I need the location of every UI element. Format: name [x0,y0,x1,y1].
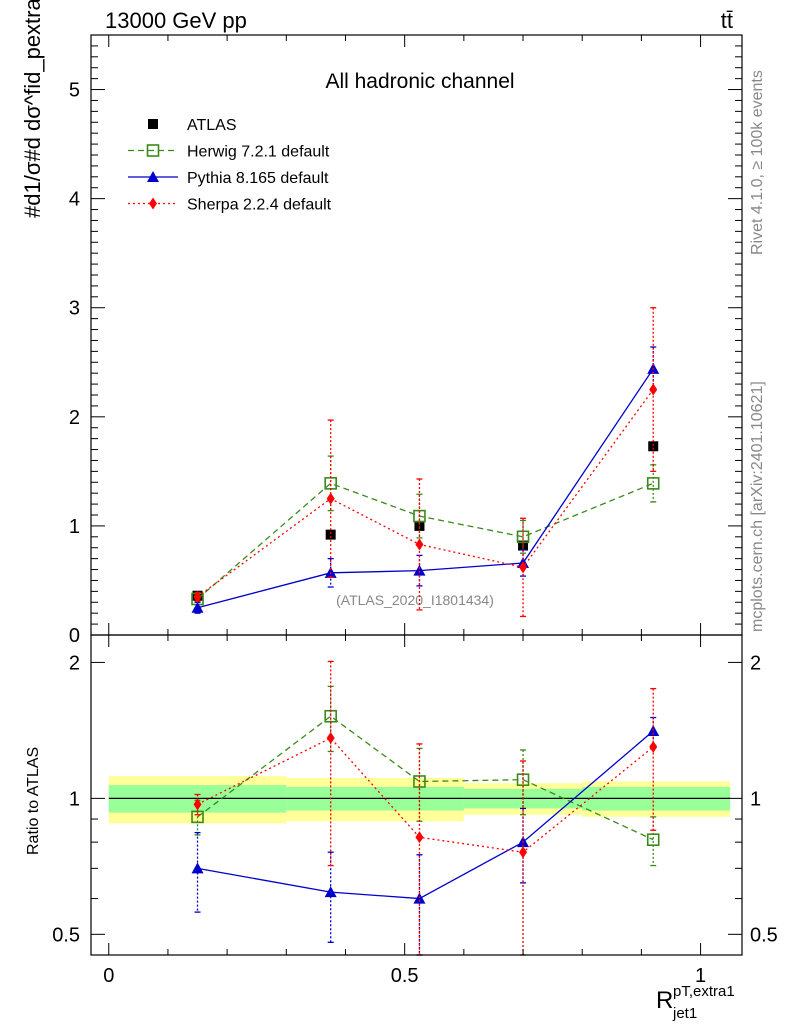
x-tick-label-1: 0.5 [391,965,419,987]
process-label: tt̄ [721,8,733,33]
legend-marker-atlas [148,119,158,129]
pythia-error-bar-1 [327,557,334,588]
main-y-tick-label-4: 4 [69,189,80,211]
legend-label-herwig: Herwig 7.2.1 default [187,144,330,161]
herwig-ratio-line [197,715,654,841]
sherpa-ratio-error-bar-1 [327,660,334,867]
ratio-y-tick-label-right-2: 2 [750,652,761,674]
sherpa-ratio-point-2 [415,831,424,844]
pythia-ratio-point-1 [324,886,337,898]
sherpa-ratio-point-3 [519,846,528,859]
x-tick-label-2: 1 [695,965,706,987]
legend-label-atlas: ATLAS [187,117,237,134]
pythia-point-0 [191,601,204,613]
legend-marker-pythia [147,171,159,182]
herwig-point-2 [413,509,426,523]
atlas-point-4 [648,441,659,452]
herwig-line [197,482,654,600]
main-y-axis-title: #d1/σ#d dσ^fid_pextra1/dR_jet1 [20,0,45,218]
pythia-line [197,368,654,609]
legend-label-pythia: Pythia 8.165 default [187,170,329,187]
legend-marker-sherpa [149,197,157,210]
sherpa-point-1 [326,492,335,505]
main-series [191,307,660,618]
sherpa-error-bar-1 [327,419,334,578]
ratio-frame [90,634,743,956]
ratio-series [191,660,660,956]
ratio-y-tick-label-0: 0.5 [52,924,80,946]
sherpa-point-4 [649,383,658,396]
atlas-point-2 [414,520,425,531]
legend-marker-herwig [146,144,160,157]
legend: ATLAS Herwig 7.2.1 default Pythia 8.165 de… [128,117,332,214]
pythia-ratio-error-bar-0 [194,831,201,913]
x-axis-title: R [656,987,673,1014]
sherpa-line [197,389,654,598]
herwig-error-bar-4 [650,464,657,503]
watermark: (ATLAS_2020_I1801434) [336,592,494,608]
x-tick-label-0: 0 [103,965,114,987]
main-y-tick-label-1: 1 [69,516,80,538]
main-y-tick-label-2: 2 [69,407,80,429]
pythia-ratio-point-2 [413,892,426,904]
pythia-ratio-error-bar-1 [327,851,334,943]
ratio-y-axis-title: Ratio to ATLAS [25,747,42,855]
ratio-y-tick-label-right-1: 1 [750,788,761,810]
main-y-tick-label-0: 0 [69,625,80,647]
ratio-y-tick-label-right-0: 0.5 [750,924,778,946]
energy-label: 13000 GeV pp [105,8,247,33]
pythia-point-2 [413,564,426,576]
sherpa-ratio-error-bar-4 [650,687,657,831]
axes: 0 0.5 1 0 1 2 3 4 5 0.5 0.5 1 1 2 2 [52,34,778,987]
main-y-tick-label-3: 3 [69,298,80,320]
sherpa-ratio-point-0 [193,798,202,811]
mcplots-label: mcplots.cern.ch [arXiv:2401.10621] [749,381,766,632]
atlas-point-1 [325,529,336,540]
plot-title: All hadronic channel [325,70,514,93]
herwig-error-bar-3 [520,519,527,554]
x-axis-title-sup: pT,extra1 [673,983,735,1000]
sherpa-ratio-error-bar-0 [194,793,201,816]
sherpa-ratio-point-1 [326,732,335,745]
sherpa-point-2 [415,538,424,551]
main-y-tick-label-5: 5 [69,80,80,102]
sherpa-point-0 [193,590,202,603]
ratio-y-tick-label-1: 1 [69,788,80,810]
legend-label-sherpa: Sherpa 2.2.4 default [187,197,332,214]
sherpa-ratio-point-4 [649,740,658,753]
x-axis-title-sub: jet1 [672,1005,697,1022]
rivet-label: Rivet 4.1.0, ≥ 100k events [749,70,766,255]
pythia-ratio-point-0 [191,862,204,874]
ratio-y-tick-label-2: 2 [69,652,80,674]
herwig-ratio-point-4 [646,833,660,847]
herwig-ratio-error-bar-4 [650,816,657,867]
sherpa-point-3 [519,561,528,574]
herwig-point-4 [646,477,660,490]
